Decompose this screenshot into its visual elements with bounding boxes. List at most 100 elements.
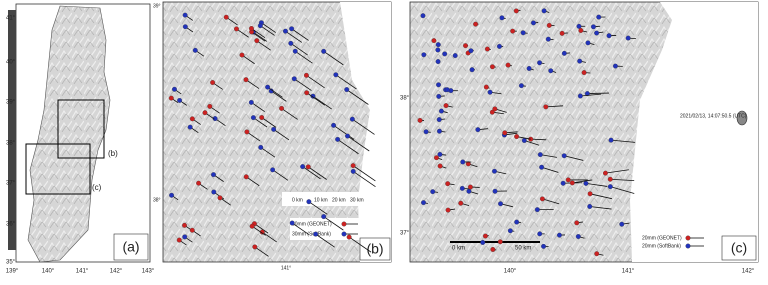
station (560, 31, 565, 36)
station (500, 16, 505, 21)
station (289, 26, 294, 31)
station (169, 96, 174, 101)
station (293, 49, 298, 54)
station (608, 177, 613, 182)
station (321, 214, 326, 219)
station (493, 189, 498, 194)
station (535, 207, 540, 212)
station (436, 42, 441, 47)
station (351, 169, 356, 174)
lon-label: 141° (622, 269, 635, 275)
station (497, 44, 502, 49)
station (430, 189, 435, 194)
station (607, 33, 612, 38)
box-label: (b) (108, 149, 118, 158)
station (211, 190, 216, 195)
station (538, 152, 543, 157)
station (436, 59, 441, 64)
station (508, 229, 513, 234)
station (421, 200, 426, 205)
lat-label: 36° (6, 222, 16, 228)
station (351, 163, 356, 168)
station (240, 53, 245, 58)
station (438, 152, 443, 157)
scale-text: 0 km (452, 246, 465, 252)
station (527, 66, 532, 71)
station (208, 104, 213, 109)
station (609, 138, 614, 143)
lon-label: 139° (6, 269, 19, 275)
station (488, 90, 493, 95)
station (290, 221, 295, 226)
station (493, 107, 498, 112)
station (304, 73, 309, 78)
displacement-arrow (587, 93, 609, 94)
station (350, 117, 355, 122)
station (196, 181, 201, 186)
lat-label: 37° (400, 231, 410, 237)
station (218, 196, 223, 201)
station (436, 82, 441, 87)
station (250, 224, 255, 229)
station (442, 52, 447, 57)
station (574, 221, 579, 226)
station (211, 172, 216, 177)
lat-label: 38° (400, 96, 410, 102)
lon-label: 143° (142, 269, 155, 275)
lon-label: 142° (110, 269, 123, 275)
station (188, 125, 193, 130)
station (492, 169, 497, 174)
station (418, 118, 423, 123)
scale-text: 30 km (350, 197, 364, 203)
station (561, 181, 566, 186)
station (300, 164, 305, 169)
lat-label: 38° (153, 197, 161, 203)
station (422, 52, 427, 57)
station (502, 131, 507, 136)
lat-label: 38° (6, 141, 16, 147)
station (467, 189, 472, 194)
station (522, 138, 527, 143)
station (531, 21, 536, 26)
station (562, 51, 567, 56)
station (335, 137, 340, 142)
station (259, 115, 264, 120)
station (331, 123, 336, 128)
panel-label: (a) (122, 239, 139, 255)
station (245, 130, 250, 135)
lon-label: 140° (42, 269, 55, 275)
station (458, 201, 463, 206)
station (562, 153, 567, 158)
station (244, 175, 249, 180)
station (570, 181, 575, 186)
station (577, 24, 582, 29)
station (490, 64, 495, 69)
station (584, 181, 589, 186)
station (304, 90, 309, 95)
station (498, 201, 503, 206)
station (510, 29, 515, 34)
station (344, 87, 349, 92)
station (576, 234, 581, 239)
station (514, 220, 519, 225)
station (444, 103, 449, 108)
scale-text: 0 km (292, 197, 303, 203)
station (582, 70, 587, 75)
station (279, 106, 284, 111)
panel-a: (b) (c) (a) (8, 4, 150, 262)
station (542, 9, 547, 14)
station (437, 117, 442, 122)
station (446, 208, 451, 213)
station (307, 199, 312, 204)
station (469, 48, 474, 53)
toolbar (8, 10, 16, 250)
station (445, 181, 450, 186)
station (579, 28, 584, 33)
station (270, 168, 275, 173)
station (190, 117, 195, 122)
station (251, 115, 256, 120)
station (258, 145, 263, 150)
station (424, 129, 429, 134)
station (586, 41, 591, 46)
legend-text: 30mm (GEONET) (292, 221, 332, 227)
